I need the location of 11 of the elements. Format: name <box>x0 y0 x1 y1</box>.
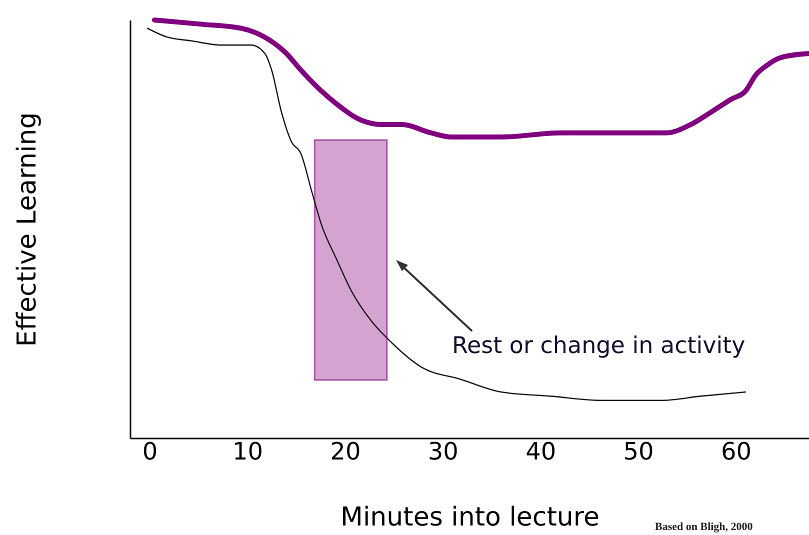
x-tick-label: 30 <box>428 438 458 466</box>
x-axis-title: Minutes into lecture <box>340 502 600 532</box>
x-tick-label: 60 <box>720 438 752 466</box>
x-tick-label: 20 <box>330 438 361 466</box>
y-axis-title: Effective Learning <box>12 112 42 347</box>
x-tick-label: 40 <box>526 438 556 466</box>
annotation: Rest or change in activity <box>452 333 746 359</box>
text: Based on Bligh, 2000 <box>655 521 754 533</box>
x-tick-label: 10 <box>232 438 264 466</box>
x-tick-label: 0 <box>142 438 158 466</box>
x-tick-label: 50 <box>623 438 654 466</box>
